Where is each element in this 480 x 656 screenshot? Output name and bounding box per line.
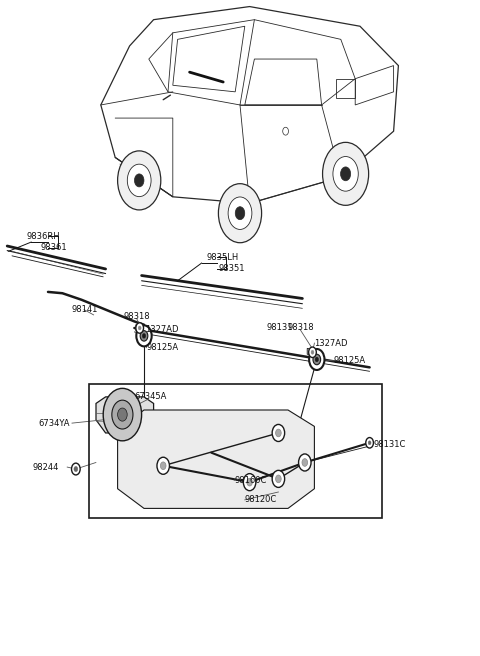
Text: 98131C: 98131C bbox=[373, 440, 406, 449]
Circle shape bbox=[368, 441, 371, 445]
Circle shape bbox=[366, 438, 373, 448]
Circle shape bbox=[160, 462, 166, 470]
Polygon shape bbox=[307, 348, 312, 355]
Text: 67345A: 67345A bbox=[134, 392, 167, 401]
Circle shape bbox=[302, 459, 308, 466]
Polygon shape bbox=[136, 325, 142, 332]
Polygon shape bbox=[137, 325, 150, 335]
Circle shape bbox=[272, 424, 285, 441]
Polygon shape bbox=[118, 410, 314, 508]
Bar bbox=[89, 384, 382, 518]
Circle shape bbox=[228, 197, 252, 230]
Text: 98120C: 98120C bbox=[245, 495, 277, 504]
Circle shape bbox=[112, 400, 133, 429]
Text: 6734YA: 6734YA bbox=[38, 419, 70, 428]
Circle shape bbox=[118, 408, 127, 421]
Circle shape bbox=[72, 463, 80, 475]
Circle shape bbox=[276, 429, 281, 437]
Circle shape bbox=[243, 474, 256, 491]
Circle shape bbox=[136, 323, 144, 333]
Circle shape bbox=[333, 157, 358, 191]
Text: 9835LH: 9835LH bbox=[206, 253, 239, 262]
Circle shape bbox=[134, 174, 144, 187]
Circle shape bbox=[313, 354, 321, 365]
Text: 98361: 98361 bbox=[41, 243, 67, 253]
Circle shape bbox=[74, 466, 78, 472]
Text: 98244: 98244 bbox=[33, 462, 59, 472]
Circle shape bbox=[309, 347, 316, 358]
Text: 98351: 98351 bbox=[218, 264, 245, 274]
Circle shape bbox=[340, 167, 351, 181]
Text: 1327AD: 1327AD bbox=[145, 325, 179, 335]
Circle shape bbox=[140, 331, 148, 341]
Circle shape bbox=[103, 388, 142, 441]
Polygon shape bbox=[308, 349, 320, 358]
Circle shape bbox=[311, 350, 314, 354]
Circle shape bbox=[299, 454, 311, 471]
Polygon shape bbox=[96, 397, 154, 433]
Text: 98318: 98318 bbox=[287, 323, 313, 333]
Circle shape bbox=[157, 457, 169, 474]
Circle shape bbox=[118, 151, 161, 210]
Circle shape bbox=[136, 325, 152, 346]
Text: 98141: 98141 bbox=[71, 305, 97, 314]
Circle shape bbox=[127, 164, 151, 197]
Circle shape bbox=[142, 333, 146, 338]
Text: 98160C: 98160C bbox=[234, 476, 266, 485]
Circle shape bbox=[138, 326, 141, 330]
Text: 1327AD: 1327AD bbox=[314, 338, 348, 348]
Text: 9836RH: 9836RH bbox=[26, 232, 60, 241]
Circle shape bbox=[309, 349, 324, 370]
Circle shape bbox=[276, 475, 281, 483]
Circle shape bbox=[235, 207, 245, 220]
Text: 98318: 98318 bbox=[124, 312, 150, 321]
Circle shape bbox=[218, 184, 262, 243]
Text: 98125A: 98125A bbox=[146, 343, 179, 352]
Text: 98125A: 98125A bbox=[334, 356, 366, 365]
Circle shape bbox=[315, 357, 319, 362]
Circle shape bbox=[247, 478, 252, 486]
Text: 98131: 98131 bbox=[266, 323, 293, 333]
Circle shape bbox=[272, 470, 285, 487]
Circle shape bbox=[323, 142, 369, 205]
